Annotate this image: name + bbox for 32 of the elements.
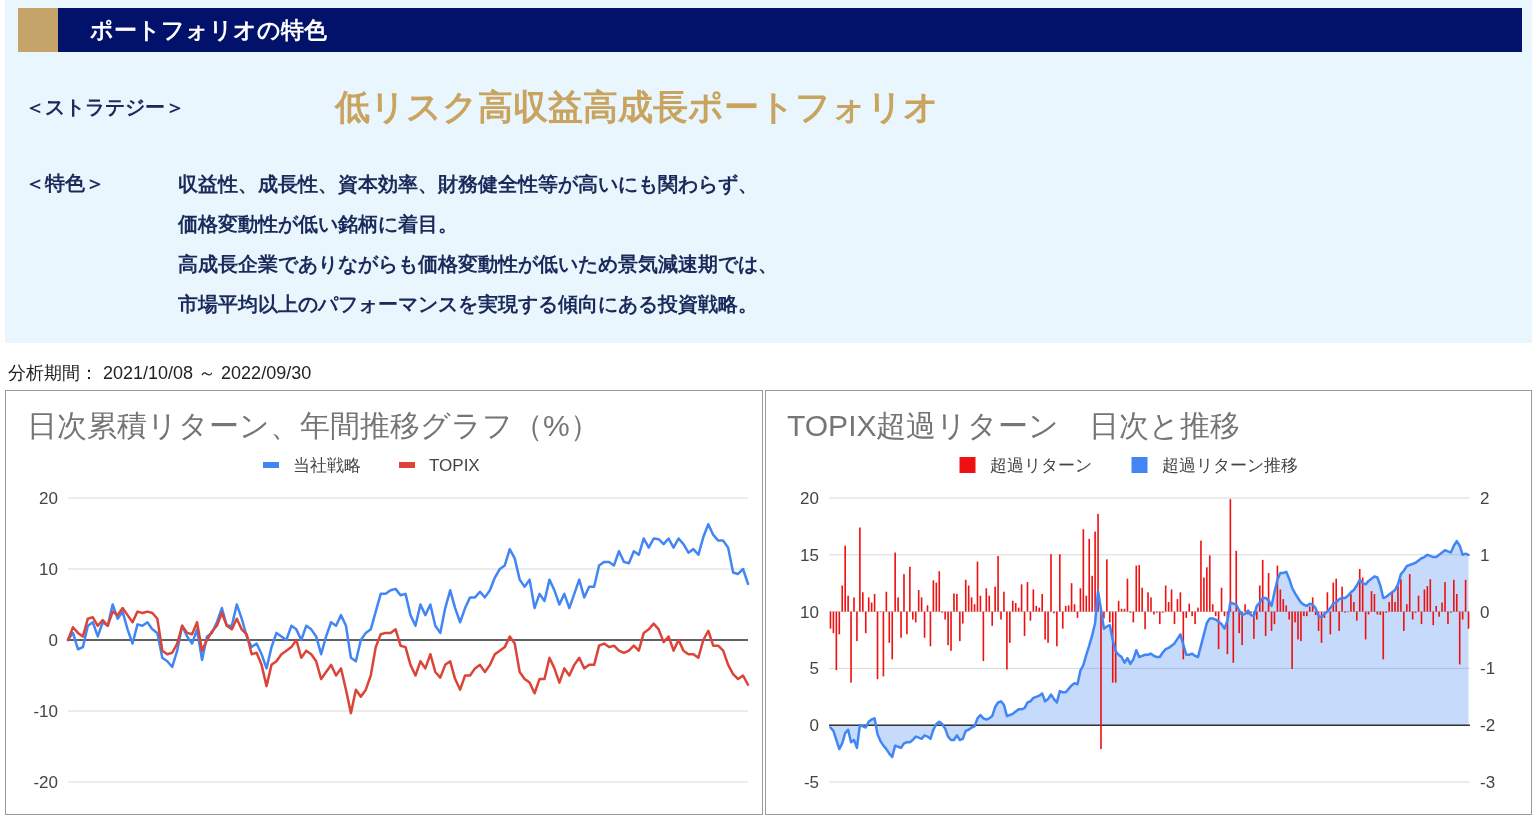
y-tick-label: 20 [39, 489, 58, 508]
legend-label: 超過リターン [989, 456, 1092, 475]
text: 価格変動性が低い銘柄に着目。 [177, 213, 458, 235]
legend-label: 超過リターン推移 [1161, 456, 1298, 475]
chart-title: 日次累積リターン、年間推移グラフ（%） [27, 409, 600, 442]
y-tick-label: 10 [800, 602, 819, 622]
text: 市場平均以上のパフォーマンスを実現する傾向にある投資戦略。 [177, 293, 758, 316]
y2-tick-label: 0 [1480, 602, 1490, 622]
y2-tick-label: -1 [1480, 659, 1496, 679]
text: 収益性、成長性、資本効率、財務健全性等が高いにも関わらず、 [178, 173, 758, 196]
text: 低リスク高収益高成長ポートフォリオ [333, 87, 939, 126]
text: ＜特色＞ [25, 172, 105, 194]
y-tick-label: 20 [800, 489, 819, 508]
y2-tick-label: 1 [1480, 545, 1490, 565]
y2-tick-label: 2 [1480, 489, 1490, 508]
y2-tick-label: -3 [1480, 773, 1496, 792]
text: 分析期間： 2021/10/08 ～ 2022/09/30 [8, 363, 312, 383]
text: ＜ストラテジー＞ [25, 96, 185, 118]
y-tick-label: -20 [33, 773, 58, 792]
y-tick-label: -10 [33, 702, 58, 721]
y2-tick-label: -2 [1480, 716, 1496, 736]
text: 高成長企業でありながらも価格変動性が低いため景気減速期では、 [178, 253, 778, 275]
legend-label: 当社戦略 [293, 456, 361, 475]
y-tick-label: 0 [809, 716, 819, 736]
text: ポートフォリオの特色 [89, 17, 328, 43]
y-tick-label: 5 [809, 659, 819, 679]
y-tick-label: 15 [800, 545, 819, 565]
legend-label: TOPIX [429, 456, 480, 475]
chart-title: TOPIX超過リターン 日次と推移 [787, 409, 1241, 442]
y-tick-label: -5 [803, 773, 819, 792]
y-tick-label: 0 [48, 631, 58, 650]
y-tick-label: 10 [39, 560, 58, 579]
